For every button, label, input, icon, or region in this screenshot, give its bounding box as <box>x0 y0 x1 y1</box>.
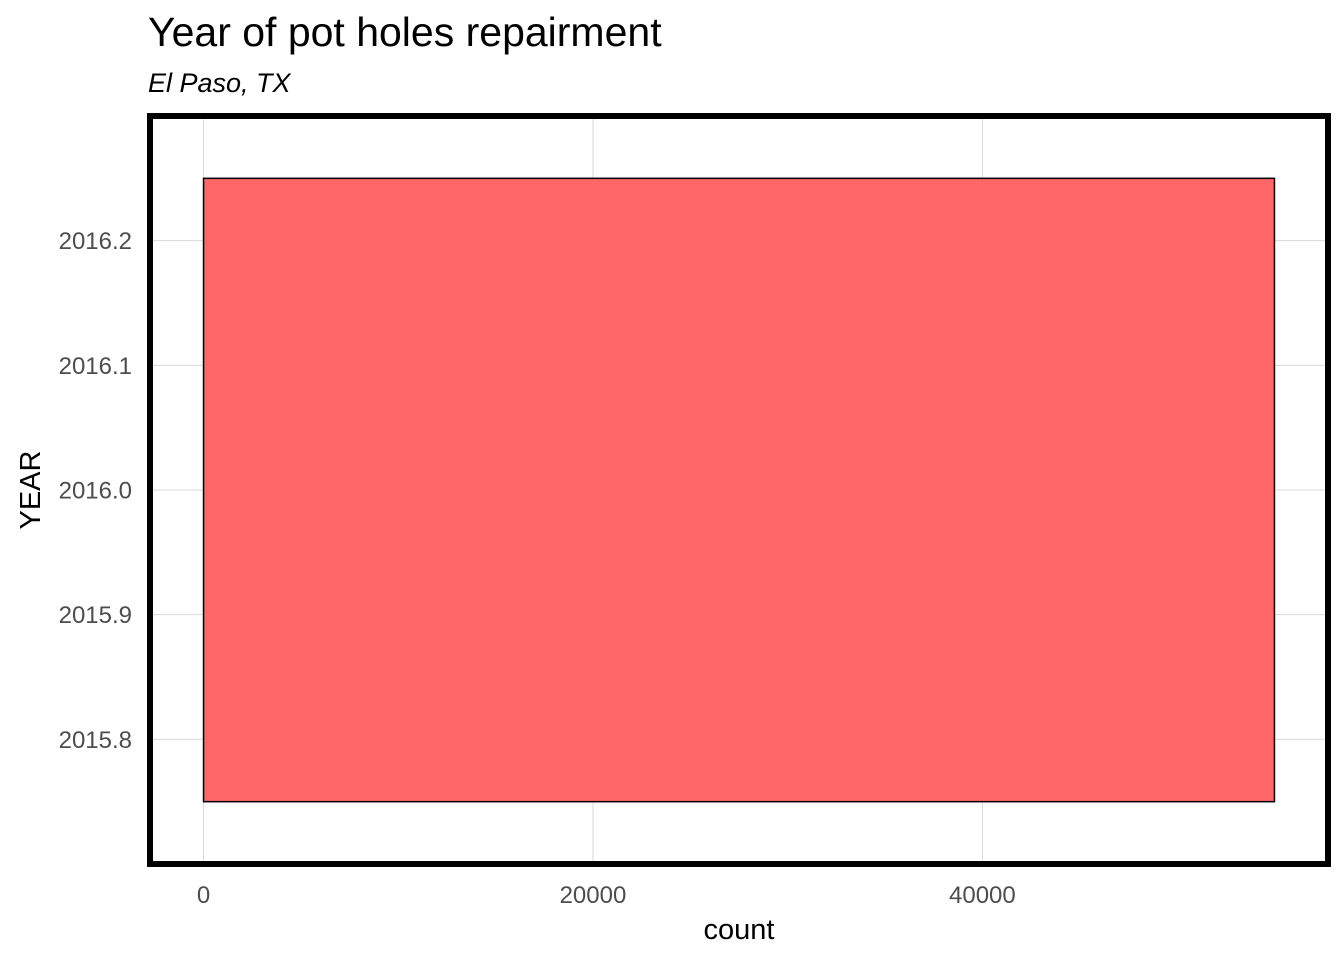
x-tick-label: 0 <box>197 882 210 909</box>
chart-title: Year of pot holes repairment <box>148 9 662 55</box>
y-axis-ticks: 2015.8 2015.9 2016.0 2016.1 2016.2 <box>59 228 132 754</box>
y-tick-label: 2016.1 <box>59 353 132 380</box>
panel-border <box>147 113 1331 867</box>
bar <box>202 177 1276 803</box>
y-tick-label: 2016.2 <box>59 228 132 255</box>
y-axis-title: YEAR <box>15 451 47 530</box>
chart-subtitle: El Paso, TX <box>148 68 292 98</box>
x-axis-ticks: 0 20000 40000 <box>197 882 1016 909</box>
x-tick-label: 40000 <box>949 882 1016 909</box>
y-tick-label: 2016.0 <box>59 478 132 505</box>
x-axis-title: count <box>704 914 775 946</box>
bars <box>202 177 1276 803</box>
y-tick-label: 2015.9 <box>59 602 132 629</box>
x-tick-label: 20000 <box>560 882 627 909</box>
y-tick-label: 2015.8 <box>59 727 132 754</box>
